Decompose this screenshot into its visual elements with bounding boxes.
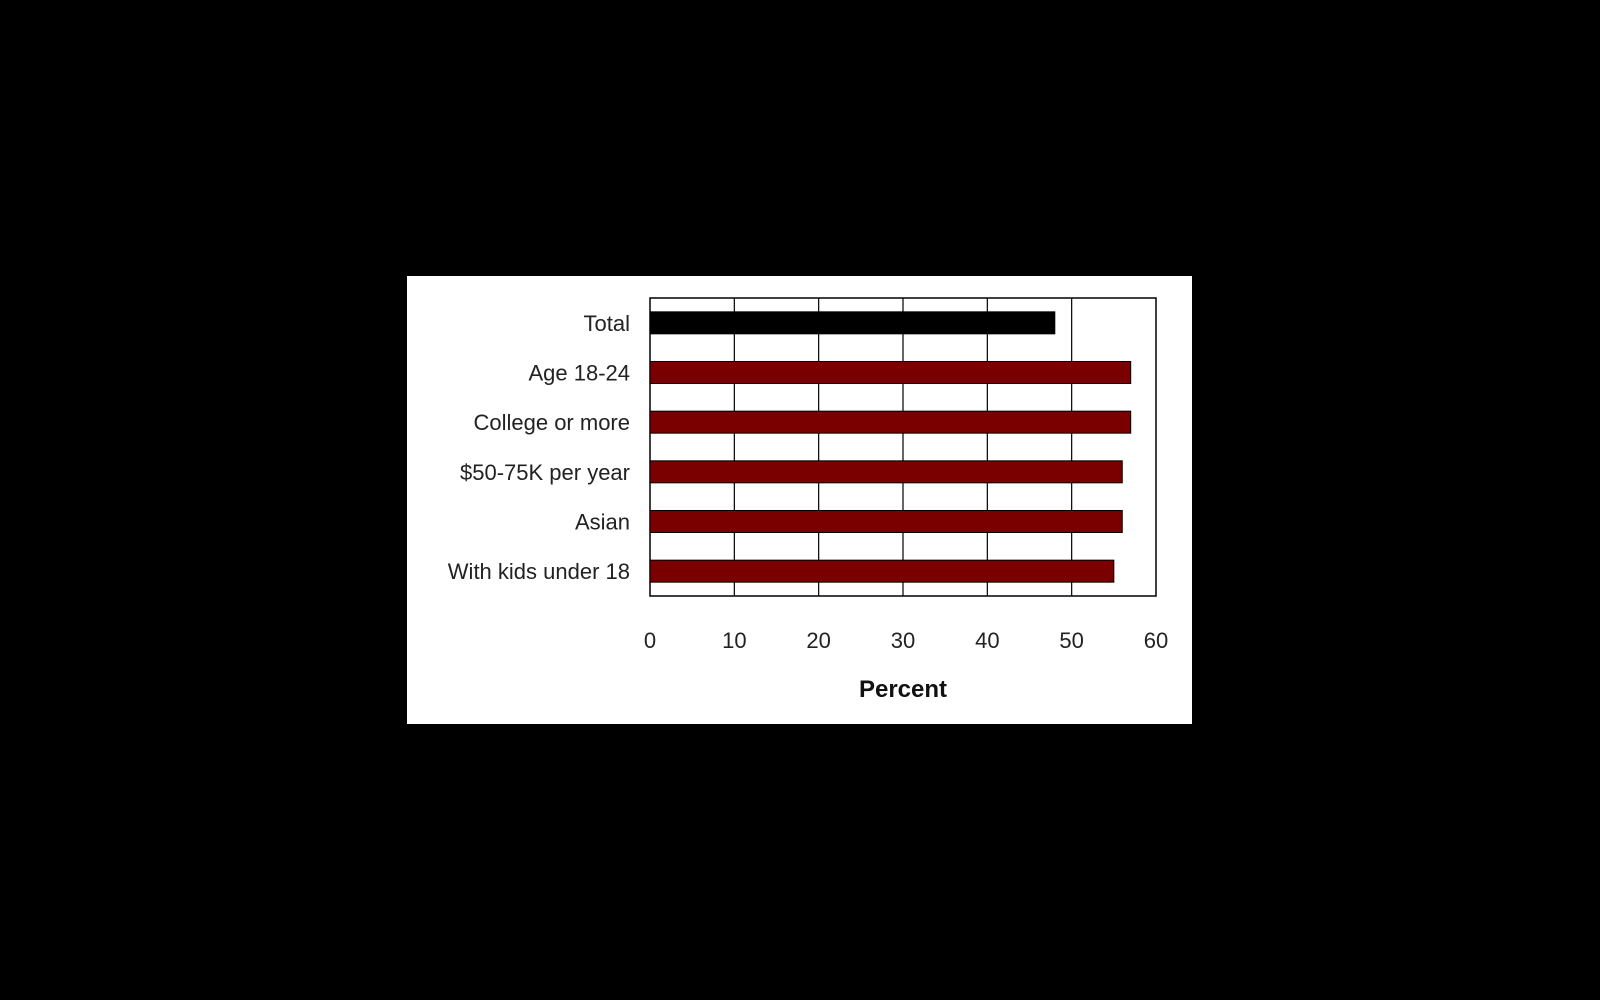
x-axis-title: Percent xyxy=(859,676,947,703)
x-tick-label: 0 xyxy=(644,628,656,653)
x-tick-label: 20 xyxy=(806,628,830,653)
bar xyxy=(649,410,1132,434)
grid-lines xyxy=(733,298,1073,596)
x-tick-label: 50 xyxy=(1059,628,1083,653)
category-label: Total xyxy=(584,311,630,336)
bar xyxy=(649,559,1115,583)
x-tick-label: 40 xyxy=(975,628,999,653)
bar xyxy=(649,510,1123,533)
category-label: College or more xyxy=(473,410,630,435)
category-label: Age 18-24 xyxy=(528,361,630,386)
bar xyxy=(649,361,1132,384)
category-labels: Total Age 18-24 College or more $50-75K per… xyxy=(448,311,630,584)
bar xyxy=(649,311,1056,335)
category-label: With kids under 18 xyxy=(448,559,630,584)
bars xyxy=(649,311,1132,583)
bar xyxy=(649,460,1123,484)
x-axis-ticks: 0 10 20 30 40 50 60 xyxy=(644,628,1168,653)
x-tick-label: 10 xyxy=(722,628,746,653)
category-label: Asian xyxy=(575,510,630,535)
category-label: $50-75K per year xyxy=(460,460,630,485)
x-tick-label: 60 xyxy=(1144,628,1168,653)
bar-chart: Total Age 18-24 College or more $50-75K per… xyxy=(448,297,1168,703)
x-tick-label: 30 xyxy=(891,628,915,653)
chart-panel: Total Age 18-24 College or more $50-75K per… xyxy=(407,276,1192,724)
